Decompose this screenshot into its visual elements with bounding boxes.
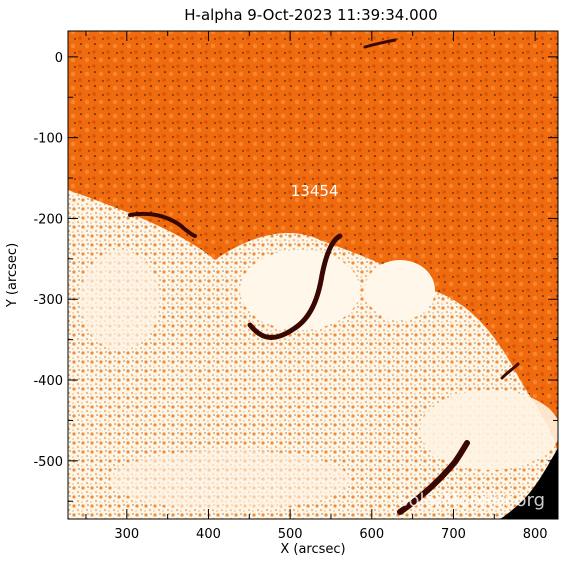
x-tick-label: 400 [196,527,221,542]
axis-ticks: 300 400 500 600 700 800 0 -100 -200 -300 -400 -500 [33,31,558,542]
solar-image [68,31,558,519]
y-tick-label: -100 [33,132,63,147]
plot-frame [67,30,559,520]
watermark: SolarMonitor.org [397,490,545,511]
filaments [128,38,520,515]
x-axis-label: X (arcsec) [280,542,345,557]
x-tick-label: 700 [441,527,466,542]
plage-region [68,190,558,519]
x-tick-label: 800 [523,527,548,542]
y-axis-label: Y (arcsec) [5,243,20,308]
active-region-label: 13454 [291,182,339,200]
x-tick-label: 500 [278,527,303,542]
x-tick-label: 300 [114,527,139,542]
x-tick-label: 600 [359,527,384,542]
y-tick-label: 0 [55,51,63,66]
y-tick-label: -400 [33,374,63,389]
y-tick-label: -500 [33,455,63,470]
off-limb-region [500,448,558,519]
y-tick-label: -200 [33,212,63,227]
y-tick-label: -300 [33,293,63,308]
map-title: H-alpha 9-Oct-2023 11:39:34.000 [184,6,437,24]
